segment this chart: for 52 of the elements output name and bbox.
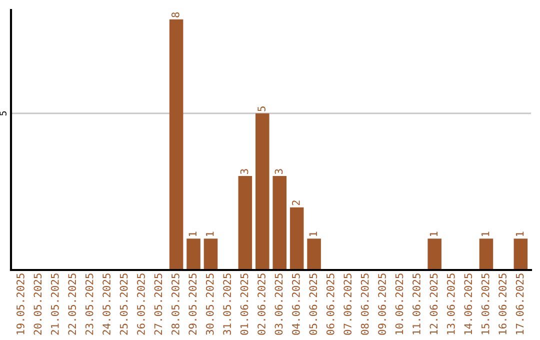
data-label: 5: [258, 106, 266, 112]
data-label: 1: [516, 232, 524, 236]
data-label: 1: [206, 232, 214, 236]
bar: [238, 176, 252, 270]
x-tick-label: 11.06.2025: [412, 274, 420, 334]
bar: [479, 238, 494, 270]
bar: [204, 238, 218, 270]
x-tick-label: 05.06.2025: [309, 274, 318, 335]
bar: [307, 238, 321, 270]
x-tick-label: 04.06.2025: [292, 274, 300, 335]
x-tick-label: 12.06.2025: [430, 274, 438, 334]
x-tick-label: 30.05.2025: [206, 274, 214, 335]
x-tick-label: 19.05.2025: [16, 274, 24, 334]
x-tick-label: 22.05.2025: [68, 274, 76, 335]
data-label: 1: [482, 232, 490, 236]
x-tick-label: 08.06.2025: [360, 274, 369, 335]
bar: [428, 238, 442, 270]
data-label: 1: [188, 232, 196, 236]
x-tick-label: 24.05.2025: [102, 274, 110, 335]
bar: [514, 238, 528, 270]
x-tick-label: 13.06.2025: [446, 274, 455, 334]
x-tick-label: 31.05.2025: [223, 274, 232, 335]
x-tick-label: 27.05.2025: [154, 274, 162, 335]
x-tick-label: 28.05.2025: [171, 274, 180, 335]
data-label: 8: [171, 12, 180, 18]
data-label: 1: [430, 232, 438, 236]
x-tick-label: 29.05.2025: [188, 274, 197, 335]
x-tick-label: 03.06.2025: [274, 274, 283, 335]
x-tick-label: 17.06.2025: [516, 274, 524, 334]
bar: [186, 238, 200, 270]
bar: [169, 19, 184, 270]
x-tick-label: 20.05.2025: [34, 274, 42, 335]
x-tick-label: 25.05.2025: [120, 274, 128, 335]
bar: [272, 176, 286, 270]
x-tick-label: 06.06.2025: [326, 274, 334, 335]
x-tick-label: 16.06.2025: [498, 274, 506, 334]
x-tick-label: 09.06.2025: [378, 274, 386, 335]
bar: [256, 113, 270, 270]
x-tick-label: 07.06.2025: [344, 274, 352, 335]
x-tick-label: 02.06.2025: [258, 274, 266, 335]
data-label: 2: [292, 200, 300, 206]
data-label: 3: [240, 169, 248, 174]
x-tick-label: 14.06.2025: [464, 274, 472, 334]
x-tick-label: 10.06.2025: [395, 274, 404, 334]
bar: [290, 207, 304, 270]
x-tick-label: 01.06.2025: [240, 274, 248, 335]
x-tick-label: 15.06.2025: [481, 274, 490, 334]
x-tick-label: 26.05.2025: [137, 274, 145, 335]
x-tick-label: 21.05.2025: [50, 274, 59, 335]
data-label: 1: [309, 232, 317, 236]
data-label: 3: [274, 169, 283, 174]
x-tick-label: 23.05.2025: [85, 274, 94, 335]
